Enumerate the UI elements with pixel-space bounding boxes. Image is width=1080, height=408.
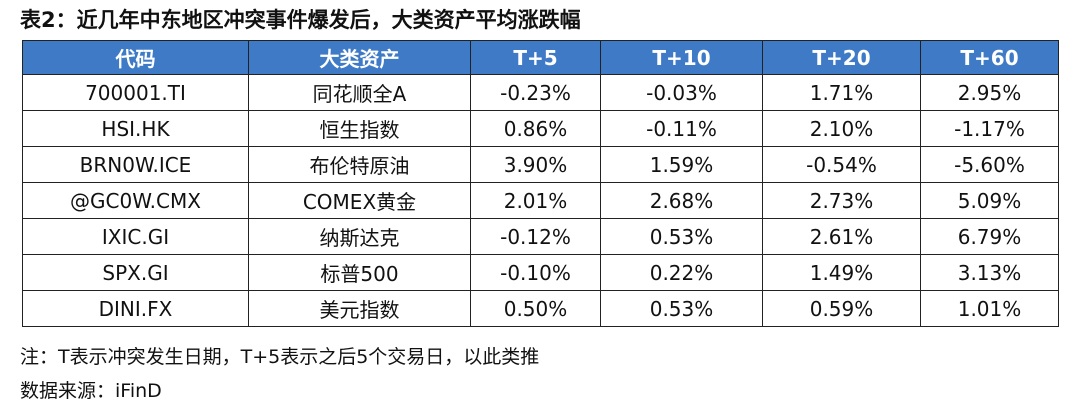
header-cell: T+5 xyxy=(470,40,601,75)
table-cell: SPX.GI xyxy=(22,254,249,291)
header-cell: 大类资产 xyxy=(248,40,471,75)
table-cell: 2.10% xyxy=(762,110,921,147)
table-cell: HSI.HK xyxy=(22,110,249,147)
table-cell: 2.61% xyxy=(762,218,921,255)
table-cell: 2.95% xyxy=(920,74,1059,111)
table-row: HSI.HK 恒生指数 0.86% -0.11% 2.10% -1.17% xyxy=(22,110,1059,147)
table-cell: 1.49% xyxy=(762,254,921,291)
header-cell: 代码 xyxy=(22,40,249,75)
table-row: @GC0W.CMX COMEX黄金 2.01% 2.68% 2.73% 5.09% xyxy=(22,182,1059,219)
table-row: SPX.GI 标普500 -0.10% 0.22% 1.49% 3.13% xyxy=(22,254,1059,291)
table-cell: 美元指数 xyxy=(248,290,471,327)
table-cell: DINI.FX xyxy=(22,290,249,327)
table-cell: 1.71% xyxy=(762,74,921,111)
table-cell: 标普500 xyxy=(248,254,471,291)
table-row: 700001.TI 同花顺全A -0.23% -0.03% 1.71% 2.95% xyxy=(22,74,1059,111)
table-cell: IXIC.GI xyxy=(22,218,249,255)
table-cell: 5.09% xyxy=(920,182,1059,219)
table-cell: 恒生指数 xyxy=(248,110,471,147)
table-cell: COMEX黄金 xyxy=(248,182,471,219)
table-cell: 0.53% xyxy=(600,290,763,327)
header-row: 代码 大类资产 T+5 T+10 T+20 T+60 xyxy=(22,40,1059,75)
table-cell: 0.50% xyxy=(470,290,601,327)
table-cell: 3.13% xyxy=(920,254,1059,291)
table-cell: 6.79% xyxy=(920,218,1059,255)
table-cell: -5.60% xyxy=(920,146,1059,183)
table-cell: -0.11% xyxy=(600,110,763,147)
note: 注：T表示冲突发生日期，T+5表示之后5个交易日，以此类推 xyxy=(20,346,540,368)
table-cell: 1.01% xyxy=(920,290,1059,327)
table-cell: BRN0W.ICE xyxy=(22,146,249,183)
table-cell: -0.54% xyxy=(762,146,921,183)
table-cell: 同花顺全A xyxy=(248,74,471,111)
table-cell: 2.68% xyxy=(600,182,763,219)
table-cell: 0.59% xyxy=(762,290,921,327)
table-cell: -0.12% xyxy=(470,218,601,255)
header-cell: T+60 xyxy=(920,40,1059,75)
table-body: 700001.TI 同花顺全A -0.23% -0.03% 1.71% 2.95% HSI.… xyxy=(22,74,1059,327)
table-cell: 纳斯达克 xyxy=(248,218,471,255)
table-cell: 700001.TI xyxy=(22,74,249,111)
table-row: DINI.FX 美元指数 0.50% 0.53% 0.59% 1.01% xyxy=(22,290,1059,327)
table-cell: 2.01% xyxy=(470,182,601,219)
table-title: 表2：近几年中东地区冲突事件爆发后，大类资产平均涨跌幅 xyxy=(20,8,581,32)
table-cell: -0.03% xyxy=(600,74,763,111)
table-cell: -0.23% xyxy=(470,74,601,111)
table-cell: -1.17% xyxy=(920,110,1059,147)
table-cell: 布伦特原油 xyxy=(248,146,471,183)
table-row: IXIC.GI 纳斯达克 -0.12% 0.53% 2.61% 6.79% xyxy=(22,218,1059,255)
table-cell: 0.86% xyxy=(470,110,601,147)
table-cell: -0.10% xyxy=(470,254,601,291)
table-cell: 1.59% xyxy=(600,146,763,183)
header-cell: T+10 xyxy=(600,40,763,75)
header-cell: T+20 xyxy=(762,40,921,75)
table-cell: @GC0W.CMX xyxy=(22,182,249,219)
table-cell: 3.90% xyxy=(470,146,601,183)
table-row: BRN0W.ICE 布伦特原油 3.90% 1.59% -0.54% -5.60% xyxy=(22,146,1059,183)
data-table: 代码 大类资产 T+5 T+10 T+20 T+60 700001.TI 同花顺全A -0.2… xyxy=(22,40,1059,327)
table-cell: 2.73% xyxy=(762,182,921,219)
table-cell: 0.22% xyxy=(600,254,763,291)
source: 数据来源：iFinD xyxy=(20,380,162,402)
table-cell: 0.53% xyxy=(600,218,763,255)
